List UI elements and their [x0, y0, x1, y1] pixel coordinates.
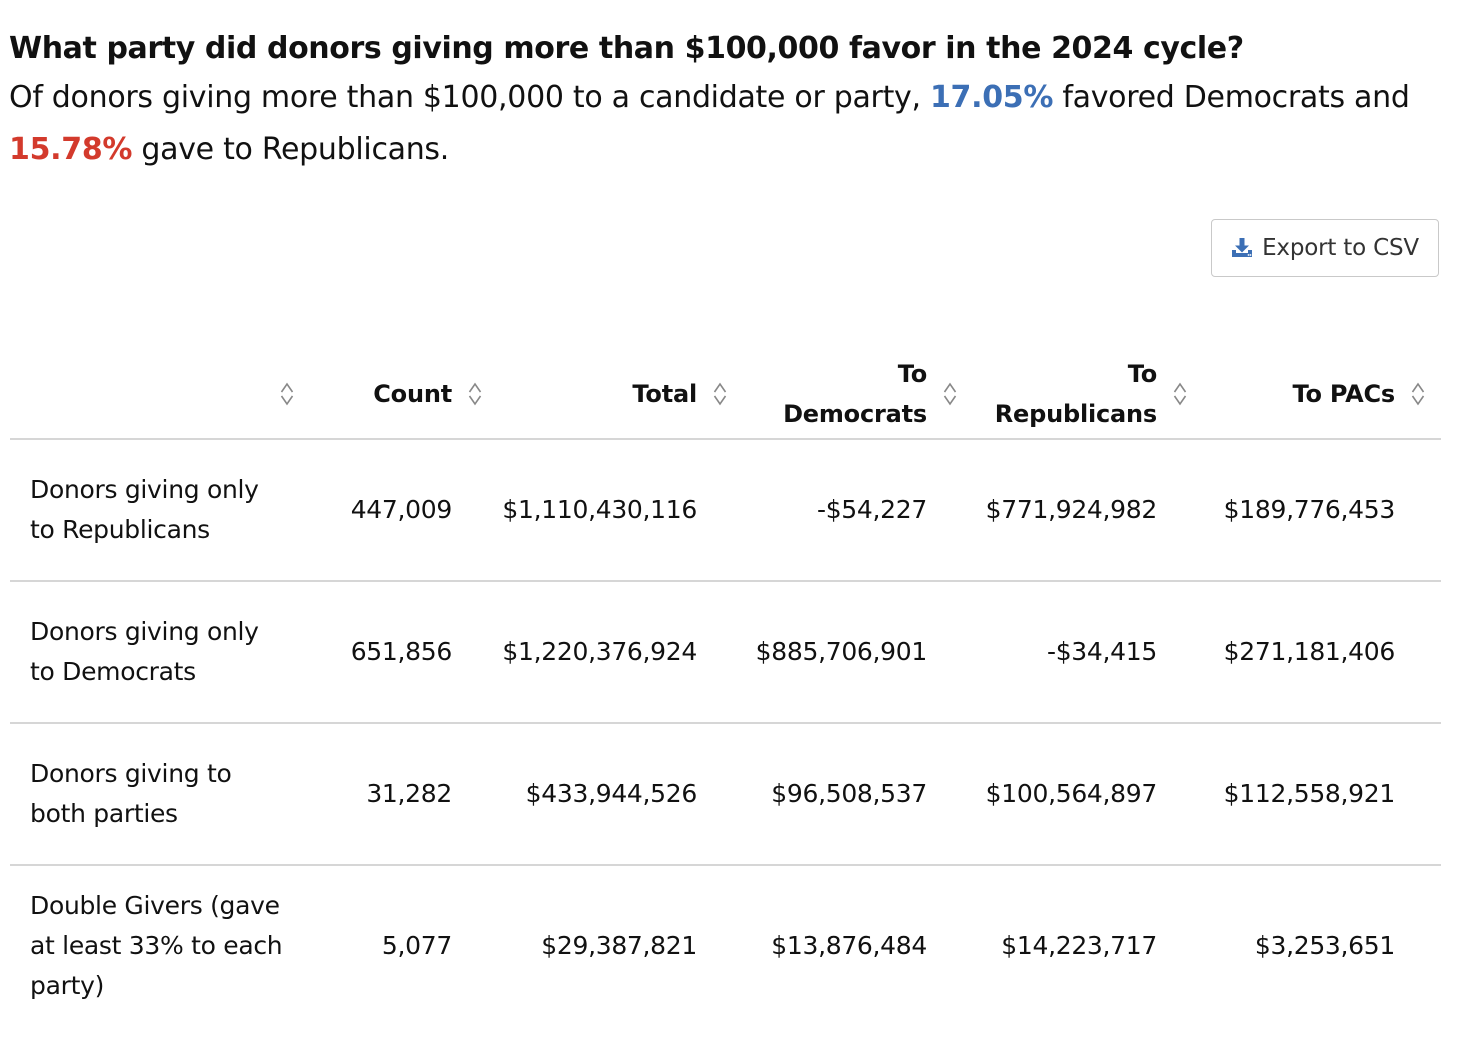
column-header-total: Total: [498, 350, 743, 440]
column-header-to-pacs: To PACs: [1203, 350, 1441, 440]
to-democrats-value: $96,508,537: [771, 779, 927, 808]
header: What party did donors giving more than $…: [9, 26, 1449, 176]
subtitle-text-3: gave to Republicans.: [132, 132, 450, 167]
column-header-to-republicans-label: To Republicans: [995, 354, 1157, 434]
total-cell: $1,220,376,924: [498, 581, 743, 724]
column-header-to-republicans: To Republicans: [973, 350, 1203, 440]
headline: What party did donors giving more than $…: [9, 31, 1244, 66]
total-value: $1,110,430,116: [502, 495, 697, 524]
count-value: 651,856: [350, 637, 453, 666]
to-democrats-value: $13,876,484: [771, 931, 927, 960]
count-cell: 447,009: [310, 439, 498, 582]
table-row: Donors giving only to Republicans 447,00…: [10, 439, 1441, 582]
column-header-to-pacs-label: To PACs: [1292, 380, 1396, 408]
sort-to-republicans-column[interactable]: [1157, 382, 1203, 406]
row-label: Double Givers (gave at least 33% to each…: [30, 891, 283, 1000]
export-csv-label: Export to CSV: [1262, 235, 1419, 261]
row-label: Donors giving to both parties: [10, 723, 310, 866]
row-label: Donors giving only to Republicans: [10, 439, 310, 582]
sort-icon: [280, 382, 294, 406]
to-democrats-cell: $885,706,901: [743, 581, 973, 724]
to-republicans-cell: $771,924,982: [973, 439, 1203, 582]
sort-icon: [468, 382, 482, 406]
header-line-1: To: [1127, 360, 1157, 388]
table-row: Double Givers (gave at least 33% to each…: [10, 865, 1441, 1026]
sort-to-pacs-column[interactable]: [1395, 382, 1441, 406]
subtitle: Of donors giving more than $100,000 to a…: [9, 72, 1449, 176]
count-value: 31,282: [366, 779, 452, 808]
sort-icon: [1411, 382, 1425, 406]
table-row: Donors giving to both parties 31,282 $43…: [10, 723, 1441, 866]
download-icon: [1231, 238, 1253, 258]
total-cell: $1,110,430,116: [498, 439, 743, 582]
to-pacs-cell: $271,181,406: [1203, 581, 1441, 724]
to-republicans-cell: $14,223,717: [973, 865, 1203, 1026]
header-line-2: Democrats: [783, 400, 927, 428]
to-democrats-cell: $13,876,484: [743, 865, 973, 1026]
row-label: Donors giving only to Democrats: [10, 581, 310, 724]
sort-count-column[interactable]: [452, 382, 498, 406]
to-democrats-value: $885,706,901: [755, 637, 928, 666]
to-republicans-cell: -$34,415: [973, 581, 1203, 724]
to-pacs-value: $112,558,921: [1223, 779, 1396, 808]
total-cell: $433,944,526: [498, 723, 743, 866]
to-pacs-value: $189,776,453: [1223, 495, 1396, 524]
to-republicans-value: $14,223,717: [1001, 931, 1157, 960]
total-value: $433,944,526: [525, 779, 698, 808]
table-row: Donors giving only to Democrats 651,856 …: [10, 581, 1441, 724]
export-csv-button[interactable]: Export to CSV: [1211, 219, 1439, 277]
table-header-row: Count Total To: [10, 350, 1441, 440]
to-pacs-value: $271,181,406: [1223, 637, 1396, 666]
header-line-2: Republicans: [994, 400, 1157, 428]
total-cell: $29,387,821: [498, 865, 743, 1026]
to-democrats-cell: -$54,227: [743, 439, 973, 582]
sort-to-democrats-column[interactable]: [927, 382, 973, 406]
to-pacs-cell: $3,253,651: [1203, 865, 1441, 1026]
to-democrats-cell: $96,508,537: [743, 723, 973, 866]
to-republicans-value: $100,564,897: [985, 779, 1158, 808]
subtitle-text-1: Of donors giving more than $100,000 to a…: [9, 80, 930, 115]
subtitle-text-2: favored Democrats and: [1053, 80, 1410, 115]
column-header-count-label: Count: [373, 380, 452, 408]
to-pacs-cell: $112,558,921: [1203, 723, 1441, 866]
count-value: 5,077: [381, 931, 452, 960]
to-republicans-cell: $100,564,897: [973, 723, 1203, 866]
total-value: $1,220,376,924: [502, 637, 697, 666]
header-line-1: To: [897, 360, 927, 388]
column-header-total-label: Total: [632, 380, 697, 408]
donor-table: Count Total To: [10, 350, 1441, 1026]
sort-icon: [1173, 382, 1187, 406]
sort-label-column[interactable]: [264, 382, 310, 406]
sort-icon: [713, 382, 727, 406]
to-republicans-value: -$34,415: [1046, 637, 1157, 666]
sort-total-column[interactable]: [697, 382, 743, 406]
column-header-label: [10, 350, 310, 440]
count-value: 447,009: [350, 495, 453, 524]
count-cell: 5,077: [310, 865, 498, 1026]
count-cell: 31,282: [310, 723, 498, 866]
to-republicans-value: $771,924,982: [985, 495, 1158, 524]
sort-icon: [943, 382, 957, 406]
to-pacs-value: $3,253,651: [1254, 931, 1395, 960]
republican-percentage: 15.78%: [9, 132, 133, 167]
to-pacs-cell: $189,776,453: [1203, 439, 1441, 582]
column-header-count: Count: [310, 350, 498, 440]
total-value: $29,387,821: [541, 931, 697, 960]
count-cell: 651,856: [310, 581, 498, 724]
to-democrats-value: -$54,227: [816, 495, 927, 524]
column-header-to-democrats-label: To Democrats: [783, 354, 927, 434]
column-header-to-democrats: To Democrats: [743, 350, 973, 440]
donor-table-container: Count Total To: [10, 350, 1441, 1026]
democrat-percentage: 17.05%: [929, 80, 1054, 115]
